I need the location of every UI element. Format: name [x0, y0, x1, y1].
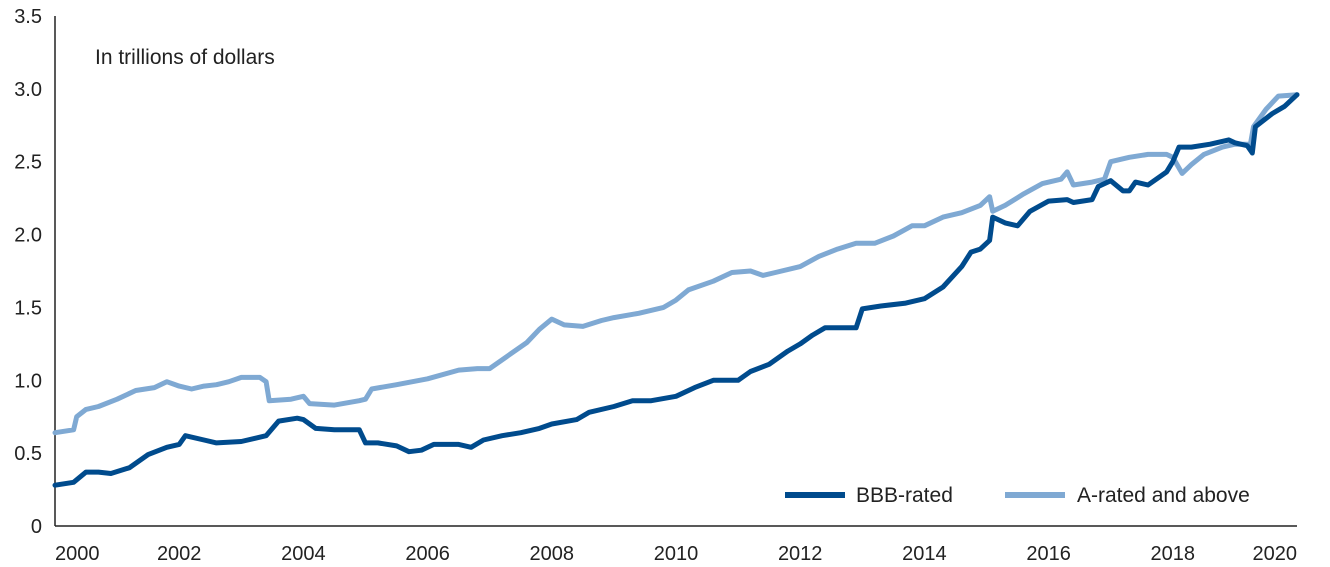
legend-label-a-rated: A-rated and above	[1077, 484, 1250, 507]
x-tick-label: 2012	[778, 543, 823, 565]
x-tick-label: 2020	[1253, 543, 1298, 565]
x-tick-label: 2010	[654, 543, 699, 565]
y-tick-label: 2.0	[14, 225, 42, 247]
legend: BBB-rated A-rated and above	[785, 484, 1250, 507]
y-tick-label: 1.0	[14, 370, 42, 392]
x-tick-label: 2000	[55, 543, 100, 565]
x-tick-label: 2006	[405, 543, 450, 565]
axes	[54, 16, 1297, 527]
legend-item-bbb: BBB-rated	[785, 484, 953, 507]
legend-item-a-rated: A-rated and above	[1005, 484, 1250, 507]
x-tick-label: 2002	[157, 543, 202, 565]
x-tick-label: 2016	[1026, 543, 1071, 565]
y-tick-label: 0	[31, 516, 42, 538]
y-tick-label: 1.5	[14, 297, 42, 319]
x-tick-label: 2014	[902, 543, 947, 565]
chart-annotation: In trillions of dollars	[95, 46, 275, 69]
legend-label-bbb: BBB-rated	[856, 484, 953, 507]
series-line-bbb-rated	[52, 92, 1300, 488]
x-tick-label: 2008	[530, 543, 575, 565]
y-tick-label: 3.0	[14, 79, 42, 101]
y-tick-label: 0.5	[14, 443, 42, 465]
x-tick-label: 2018	[1151, 543, 1196, 565]
x-tick-labels: 2000 2002 2004 2006 2008 2010 2012 2014 2016 2018…	[55, 543, 1297, 565]
y-tick-labels: 0 0.5 1.0 1.5 2.0 2.5 3.0 3.5	[14, 6, 42, 538]
series-line-a-rated-and-above	[52, 92, 1300, 436]
y-tick-label: 3.5	[14, 6, 42, 28]
series-lines	[52, 92, 1300, 488]
y-tick-label: 2.5	[14, 152, 42, 174]
x-tick-label: 2004	[281, 543, 326, 565]
